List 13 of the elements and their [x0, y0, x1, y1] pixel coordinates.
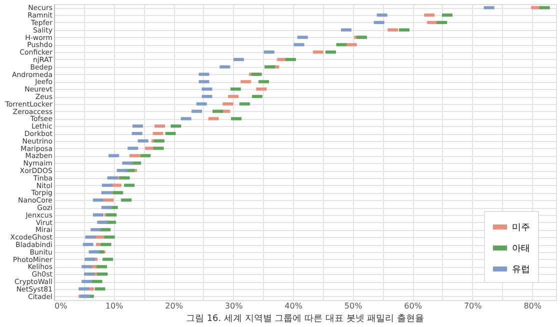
x-tick-label: 80%	[524, 302, 542, 310]
legend-label: 유럽	[512, 265, 530, 275]
x-tick-label: 50%	[344, 302, 363, 310]
caption: 그림 16. 세계 지역별 그룹에 따른 대표 봇넷 패밀리 출현율	[186, 314, 424, 324]
x-tick-label: 10%	[105, 302, 124, 310]
x-tick-label: 70%	[464, 302, 482, 310]
x-tick-label: 40%	[284, 302, 303, 310]
x-tick-label: 30%	[224, 302, 244, 310]
x-tick-label: 0%	[54, 302, 68, 310]
legend-label: 미주	[512, 223, 530, 233]
x-tick-label: 20%	[165, 302, 184, 310]
x-tick-label: 60%	[404, 302, 422, 310]
legend-label: 아태	[512, 244, 530, 254]
